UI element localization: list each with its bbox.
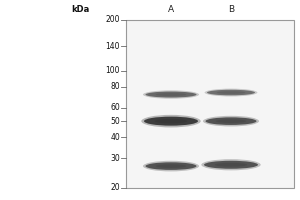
Ellipse shape (204, 161, 258, 169)
Text: 50: 50 (110, 117, 120, 126)
Ellipse shape (217, 91, 245, 94)
Ellipse shape (141, 115, 201, 127)
Ellipse shape (143, 161, 199, 171)
Ellipse shape (144, 117, 198, 126)
Text: 100: 100 (106, 66, 120, 75)
Ellipse shape (155, 119, 187, 123)
Text: 80: 80 (110, 82, 120, 91)
Ellipse shape (203, 116, 259, 126)
Text: 140: 140 (106, 42, 120, 51)
Text: 20: 20 (110, 184, 120, 192)
Text: 40: 40 (110, 133, 120, 142)
Text: A: A (168, 5, 174, 14)
Text: 30: 30 (110, 154, 120, 163)
Ellipse shape (201, 159, 261, 170)
Text: 60: 60 (110, 103, 120, 112)
Ellipse shape (215, 163, 247, 167)
Ellipse shape (206, 117, 256, 125)
Ellipse shape (207, 90, 255, 95)
Ellipse shape (146, 162, 196, 170)
Ellipse shape (205, 89, 257, 96)
Text: 200: 200 (106, 15, 120, 24)
Ellipse shape (156, 164, 186, 168)
Ellipse shape (146, 92, 196, 98)
Ellipse shape (156, 93, 186, 96)
Text: B: B (228, 5, 234, 14)
Ellipse shape (216, 119, 246, 123)
Text: kDa: kDa (72, 5, 90, 14)
Bar (126, 20, 294, 188)
Ellipse shape (143, 90, 199, 99)
